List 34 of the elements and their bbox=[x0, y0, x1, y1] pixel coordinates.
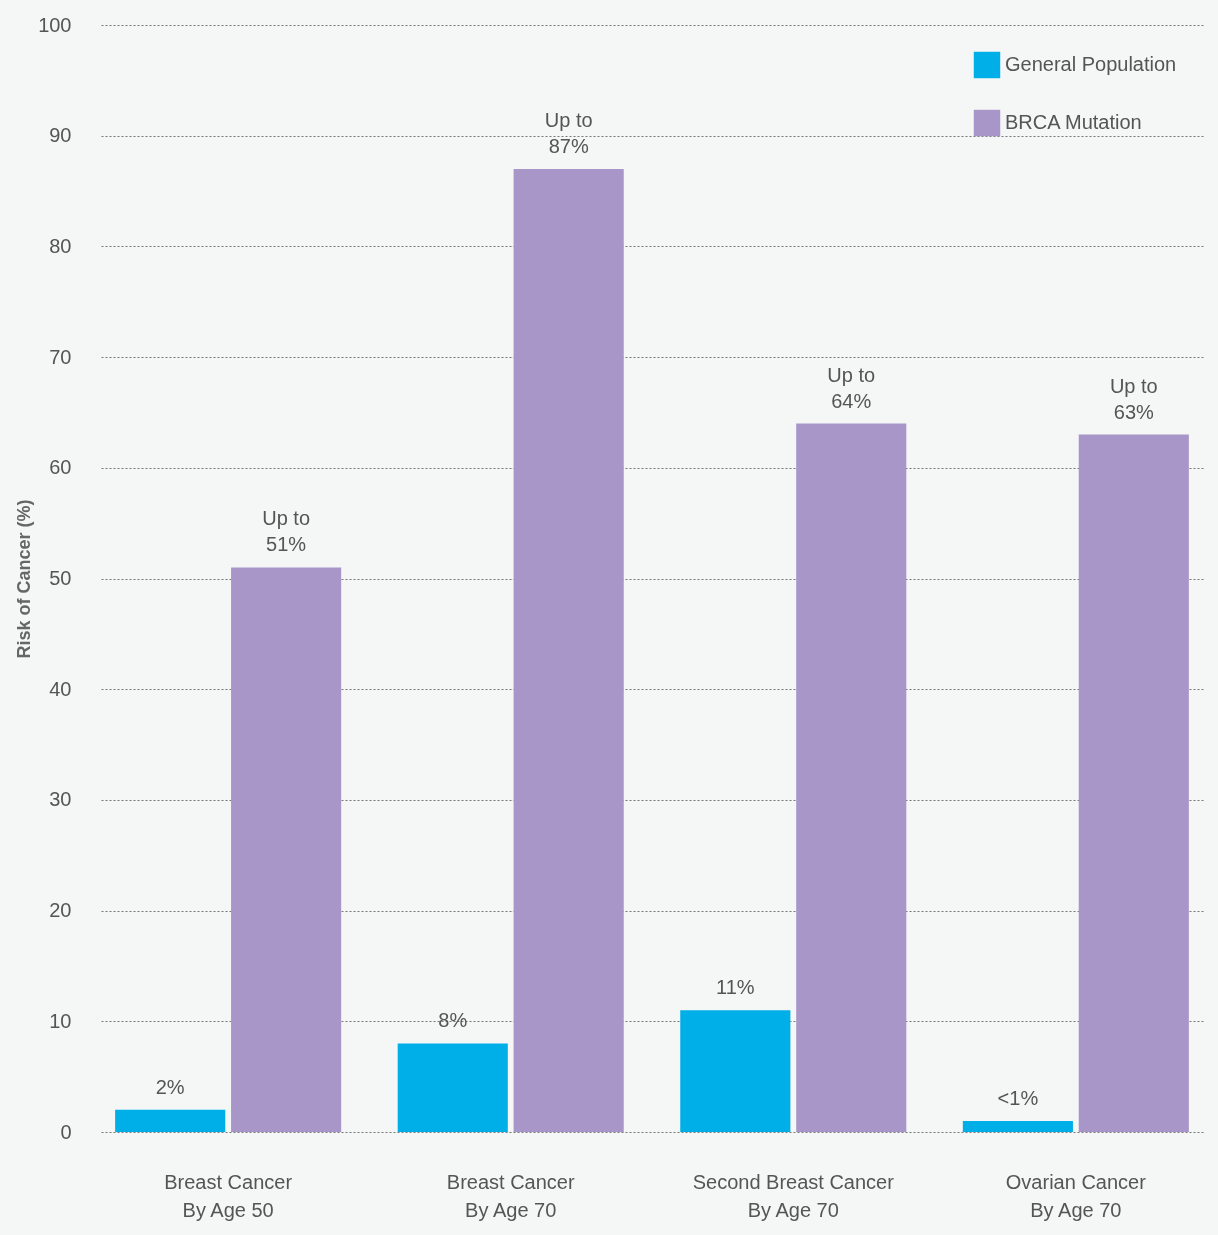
y-tick-label: 70 bbox=[49, 345, 72, 368]
data-label: 8% bbox=[438, 1009, 468, 1032]
bar bbox=[397, 1043, 508, 1132]
y-tick-label: 20 bbox=[49, 899, 72, 922]
legend-label: General Population bbox=[1005, 53, 1177, 75]
y-tick-label: 100 bbox=[38, 13, 72, 36]
legend-label: BRCA Mutation bbox=[1005, 111, 1142, 133]
y-tick-label: 80 bbox=[49, 234, 72, 257]
y-tick-label: 90 bbox=[49, 124, 72, 147]
y-tick-label: 0 bbox=[60, 1120, 72, 1143]
y-tick-label: 30 bbox=[49, 788, 72, 811]
data-label: 11% bbox=[716, 976, 755, 999]
bar bbox=[680, 1010, 791, 1132]
y-tick-label: 50 bbox=[49, 567, 72, 589]
y-tick-label: 40 bbox=[49, 677, 72, 700]
x-tick-label: Ovarian Cancer By Age 70 bbox=[1005, 1170, 1147, 1221]
data-label: Up to 87% bbox=[544, 108, 593, 157]
bar bbox=[513, 168, 624, 1132]
y-tick-label: 60 bbox=[49, 456, 72, 479]
bar bbox=[962, 1120, 1073, 1132]
bar bbox=[796, 423, 907, 1132]
y-axis-title: Risk of Cancer (%) bbox=[14, 499, 35, 659]
data-label: 2% bbox=[155, 1075, 185, 1098]
bar bbox=[1078, 434, 1189, 1132]
x-tick-label: Breast Cancer By Age 50 bbox=[164, 1170, 293, 1221]
data-label: Up to 51% bbox=[262, 507, 311, 556]
data-label: <1% bbox=[997, 1086, 1039, 1109]
bar bbox=[231, 567, 342, 1132]
x-tick-label: Breast Cancer By Age 70 bbox=[446, 1170, 575, 1221]
y-tick-label: 10 bbox=[49, 1009, 72, 1032]
data-label: Up to 64% bbox=[827, 363, 876, 412]
bar bbox=[115, 1109, 226, 1132]
x-tick-label: Second Breast Cancer By Age 70 bbox=[692, 1170, 895, 1221]
data-label: Up to 63% bbox=[1109, 374, 1158, 423]
